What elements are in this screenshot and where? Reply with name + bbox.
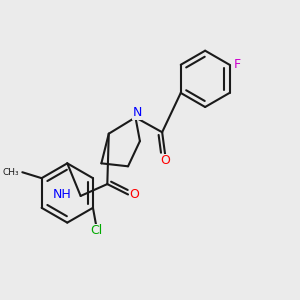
Text: O: O [160, 154, 170, 167]
Text: NH: NH [52, 188, 71, 201]
Text: CH₃: CH₃ [3, 168, 20, 177]
Text: O: O [130, 188, 140, 201]
Text: N: N [132, 106, 142, 119]
Text: F: F [233, 58, 241, 71]
Text: Cl: Cl [90, 224, 102, 237]
